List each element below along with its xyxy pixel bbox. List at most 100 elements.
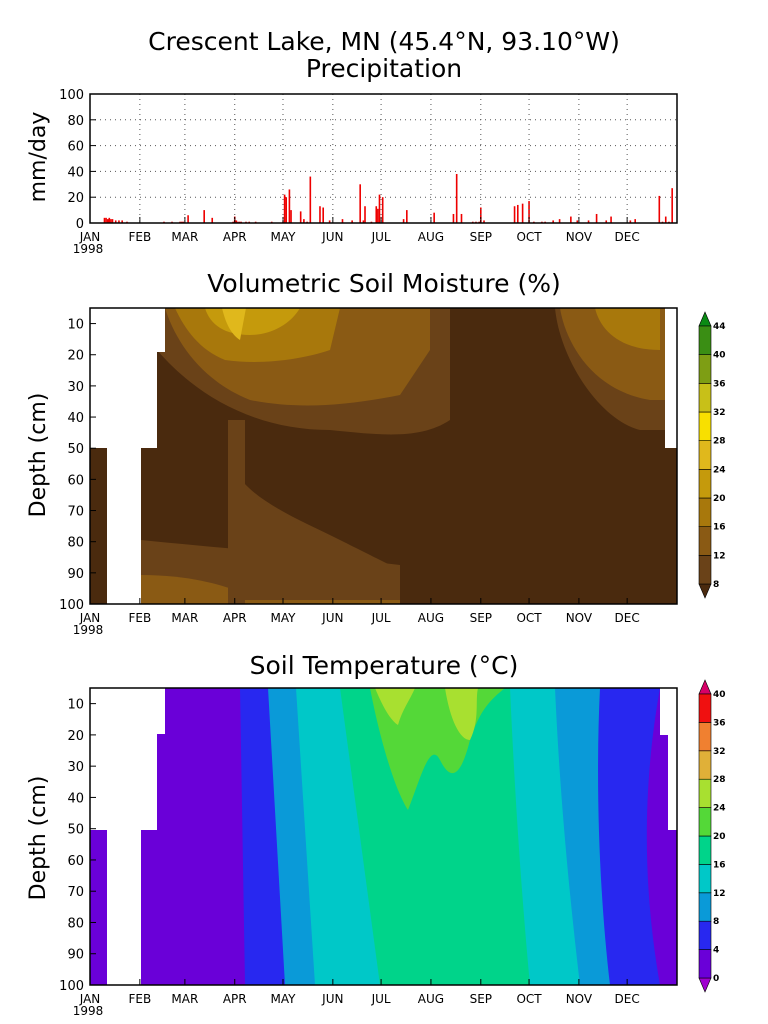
colorbar-label: 16 [713,860,726,870]
precip-bar [322,207,324,223]
x-tick-label: FEB [128,230,151,244]
colorbar-label: 24 [713,465,726,475]
precip-bar [528,201,530,223]
precip-bar [108,217,111,223]
moisture-title: Volumetric Soil Moisture (%) [207,269,561,298]
precip-bar [319,206,321,223]
precip-bar [362,220,365,223]
y-tick-label: 60 [67,473,84,488]
colorbar-label: 28 [713,437,726,447]
temperature-contour-field [90,688,677,985]
y-tick-label: 10 [67,698,84,713]
precip-bar [406,210,408,223]
y-tick-label: 100 [59,598,84,613]
precip-bar [309,176,312,223]
colorbar-segment [698,835,712,865]
moisture-colorbar: 8 12 16 20 24 28 32 36 40 44 [698,311,726,599]
y-tick-label: 50 [67,823,84,838]
precip-bar [187,215,189,223]
colorbar-segment [698,949,712,979]
colorbar-segment [698,920,712,950]
precip-bar [375,206,378,223]
precip-bar [513,206,516,223]
x-tick-label: MAR [171,611,198,625]
precip-bar [377,208,379,223]
colorbar-label: 8 [713,917,719,927]
precip-bar [121,220,123,223]
precip-bar [203,210,205,223]
precip-bar [629,220,632,223]
x-tick-label: SEP [470,611,492,625]
colorbar-label: 28 [713,775,726,785]
x-tick-label: JUN [321,992,343,1006]
precip-bar [211,217,214,223]
x-tick-label: MAY [271,230,297,244]
colorbar-label: 40 [713,351,726,361]
moisture-ylabel: Depth (cm) [26,393,51,518]
y-tick-label: 0 [76,217,84,232]
colorbar-label: 20 [713,832,726,842]
colorbar-label: 24 [713,804,726,814]
y-tick-label: 40 [67,411,84,426]
precip-bar [114,220,117,223]
precip-bar [402,219,405,223]
precip-bar [483,220,485,223]
x-tick-label: APR [223,992,247,1006]
precip-bar [303,219,305,223]
x-tick-label: FEB [128,611,151,625]
precip-bar [283,194,286,223]
precip-x-axis-ticks: JAN FEB MAR APR MAY JUN JUL AUG SEP OCT NOV DEC 1998 [73,94,640,256]
y-tick-label: 100 [59,88,84,103]
y-tick-label: 100 [59,979,84,994]
soil-moisture-panel: Volumetric Soil Moisture (%) Depth (cm) [26,269,726,637]
colorbar-label: 12 [713,889,726,899]
figure-title: Crescent Lake, MN (45.4°N, 93.10°W) [148,27,620,56]
x-tick-label: AUG [418,992,444,1006]
colorbar-segment [698,693,712,723]
precip-ylabel: mm/day [26,112,51,203]
temperature-ylabel: Depth (cm) [26,776,51,901]
precip-bar [587,220,590,223]
precip-bar [299,211,302,223]
precip-bar [610,216,612,223]
precipitation-panel: Precipitation mm/day 0 20 40 60 80 100 JAN FEB… [26,54,678,256]
colorbar-segment [698,354,712,384]
x-tick-label: JUL [371,611,391,625]
y-tick-label: 10 [67,318,84,333]
y-tick-label: 70 [67,885,84,900]
colorbar-segment [698,526,712,556]
colorbar-segment [698,750,712,780]
precip-bar [105,217,107,223]
colorbar-label: 32 [713,408,726,418]
precip-bar [351,220,353,223]
precip-bar [452,213,455,223]
precip-bar [378,194,381,223]
x-tick-label: DEC [615,611,640,625]
x-tick-label: JUN [321,230,343,244]
temperature-y-axis-ticks: 10 20 30 40 50 60 70 80 90 100 [59,698,96,994]
colorbar-label: 0 [713,974,719,984]
precip-bar [516,204,519,223]
y-tick-label: 20 [67,349,84,364]
colorbar-label: 36 [713,379,726,389]
precip-bar [605,220,608,223]
precip-bar [634,219,636,223]
y-tick-label: 80 [67,916,84,931]
precip-bar [110,219,112,223]
precip-bar [341,219,344,223]
x-tick-label: JAN [79,230,101,244]
colorbar-label: 4 [713,946,719,956]
precip-bar [106,219,109,223]
precip-bar [103,217,106,223]
colorbar-segment [698,722,712,752]
colorbar-segment [698,411,712,441]
y-tick-label: 30 [67,760,84,775]
temperature-x-axis-ticks: JAN FEB MAR APR MAY JUN JUL AUG SEP OCT NOV DEC 1998 [73,979,640,1018]
y-tick-label: 60 [67,854,84,869]
x-tick-label: MAY [271,992,297,1006]
moisture-frame [89,307,678,605]
y-tick-label: 80 [67,536,84,551]
precip-bar [285,197,288,223]
colorbar-label: 36 [713,718,726,728]
y-tick-label: 40 [67,165,84,180]
